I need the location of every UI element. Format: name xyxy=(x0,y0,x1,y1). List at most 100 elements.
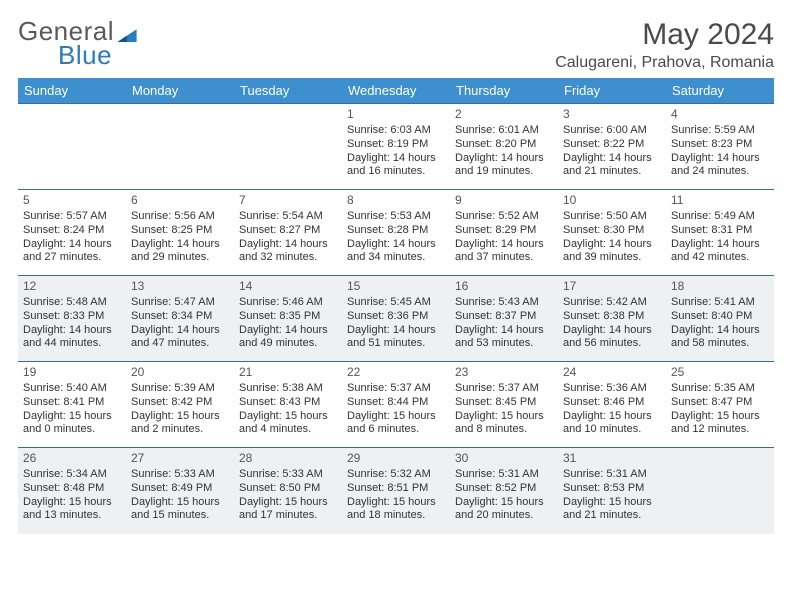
daylight-text-1: Daylight: 15 hours xyxy=(131,410,229,424)
day-cell: 26Sunrise: 5:34 AMSunset: 8:48 PMDayligh… xyxy=(18,448,126,534)
col-monday: Monday xyxy=(126,78,234,104)
daylight-text-1: Daylight: 14 hours xyxy=(455,238,553,252)
sunrise-text: Sunrise: 5:52 AM xyxy=(455,210,553,224)
day-number: 21 xyxy=(239,365,337,380)
daylight-text-2: and 6 minutes. xyxy=(347,423,445,437)
daylight-text-1: Daylight: 14 hours xyxy=(455,324,553,338)
day-number: 8 xyxy=(347,193,445,208)
sunset-text: Sunset: 8:42 PM xyxy=(131,396,229,410)
day-number: 19 xyxy=(23,365,121,380)
daylight-text-2: and 53 minutes. xyxy=(455,337,553,351)
day-number: 28 xyxy=(239,451,337,466)
day-number: 25 xyxy=(671,365,769,380)
daylight-text-1: Daylight: 15 hours xyxy=(23,410,121,424)
sunrise-text: Sunrise: 5:33 AM xyxy=(131,468,229,482)
day-number: 22 xyxy=(347,365,445,380)
sunset-text: Sunset: 8:24 PM xyxy=(23,224,121,238)
sunrise-text: Sunrise: 5:56 AM xyxy=(131,210,229,224)
sunrise-text: Sunrise: 5:42 AM xyxy=(563,296,661,310)
logo: GeneralBlue xyxy=(18,18,138,68)
day-cell: 19Sunrise: 5:40 AMSunset: 8:41 PMDayligh… xyxy=(18,362,126,448)
day-cell xyxy=(18,104,126,190)
daylight-text-2: and 15 minutes. xyxy=(131,509,229,523)
daylight-text-2: and 34 minutes. xyxy=(347,251,445,265)
day-number: 18 xyxy=(671,279,769,294)
day-number: 1 xyxy=(347,107,445,122)
sunset-text: Sunset: 8:30 PM xyxy=(563,224,661,238)
sunrise-text: Sunrise: 6:01 AM xyxy=(455,124,553,138)
daylight-text-2: and 21 minutes. xyxy=(563,165,661,179)
daylight-text-2: and 42 minutes. xyxy=(671,251,769,265)
day-number: 29 xyxy=(347,451,445,466)
sunrise-text: Sunrise: 5:41 AM xyxy=(671,296,769,310)
daylight-text-2: and 37 minutes. xyxy=(455,251,553,265)
day-number: 31 xyxy=(563,451,661,466)
daylight-text-1: Daylight: 15 hours xyxy=(131,496,229,510)
day-number: 6 xyxy=(131,193,229,208)
sunrise-text: Sunrise: 5:48 AM xyxy=(23,296,121,310)
header-row: Sunday Monday Tuesday Wednesday Thursday… xyxy=(18,78,774,104)
sunrise-text: Sunrise: 5:43 AM xyxy=(455,296,553,310)
day-cell: 8Sunrise: 5:53 AMSunset: 8:28 PMDaylight… xyxy=(342,190,450,276)
day-cell: 3Sunrise: 6:00 AMSunset: 8:22 PMDaylight… xyxy=(558,104,666,190)
sunset-text: Sunset: 8:31 PM xyxy=(671,224,769,238)
sunset-text: Sunset: 8:33 PM xyxy=(23,310,121,324)
daylight-text-1: Daylight: 15 hours xyxy=(347,410,445,424)
sunset-text: Sunset: 8:35 PM xyxy=(239,310,337,324)
day-number: 23 xyxy=(455,365,553,380)
day-number: 16 xyxy=(455,279,553,294)
sunset-text: Sunset: 8:37 PM xyxy=(455,310,553,324)
daylight-text-2: and 16 minutes. xyxy=(347,165,445,179)
sunset-text: Sunset: 8:50 PM xyxy=(239,482,337,496)
day-cell: 2Sunrise: 6:01 AMSunset: 8:20 PMDaylight… xyxy=(450,104,558,190)
sunset-text: Sunset: 8:52 PM xyxy=(455,482,553,496)
sunset-text: Sunset: 8:34 PM xyxy=(131,310,229,324)
daylight-text-2: and 20 minutes. xyxy=(455,509,553,523)
day-number: 30 xyxy=(455,451,553,466)
day-cell: 6Sunrise: 5:56 AMSunset: 8:25 PMDaylight… xyxy=(126,190,234,276)
daylight-text-2: and 49 minutes. xyxy=(239,337,337,351)
daylight-text-2: and 58 minutes. xyxy=(671,337,769,351)
daylight-text-2: and 21 minutes. xyxy=(563,509,661,523)
daylight-text-2: and 0 minutes. xyxy=(23,423,121,437)
header: GeneralBlue May 2024 Calugareni, Prahova… xyxy=(18,18,774,72)
daylight-text-2: and 47 minutes. xyxy=(131,337,229,351)
col-friday: Friday xyxy=(558,78,666,104)
day-cell: 30Sunrise: 5:31 AMSunset: 8:52 PMDayligh… xyxy=(450,448,558,534)
day-number: 4 xyxy=(671,107,769,122)
sunset-text: Sunset: 8:19 PM xyxy=(347,138,445,152)
sunrise-text: Sunrise: 5:49 AM xyxy=(671,210,769,224)
sunrise-text: Sunrise: 5:46 AM xyxy=(239,296,337,310)
day-cell: 16 Sunrise: 5:43 AMSunset: 8:37 PMDayligh… xyxy=(450,276,558,362)
calendar-table: Sunday Monday Tuesday Wednesday Thursday… xyxy=(18,78,774,534)
sunset-text: Sunset: 8:20 PM xyxy=(455,138,553,152)
day-cell: 25Sunrise: 5:35 AMSunset: 8:47 PMDayligh… xyxy=(666,362,774,448)
daylight-text-2: and 18 minutes. xyxy=(347,509,445,523)
daylight-text-2: and 10 minutes. xyxy=(563,423,661,437)
sunset-text: Sunset: 8:41 PM xyxy=(23,396,121,410)
daylight-text-2: and 17 minutes. xyxy=(239,509,337,523)
week-row: 19Sunrise: 5:40 AMSunset: 8:41 PMDayligh… xyxy=(18,362,774,448)
daylight-text-1: Daylight: 14 hours xyxy=(671,238,769,252)
day-cell: 24Sunrise: 5:36 AMSunset: 8:46 PMDayligh… xyxy=(558,362,666,448)
daylight-text-2: and 56 minutes. xyxy=(563,337,661,351)
daylight-text-1: Daylight: 14 hours xyxy=(563,324,661,338)
day-number: 11 xyxy=(671,193,769,208)
day-cell xyxy=(126,104,234,190)
daylight-text-1: Daylight: 15 hours xyxy=(347,496,445,510)
sunrise-text: Sunrise: 5:59 AM xyxy=(671,124,769,138)
day-cell: 11 Sunrise: 5:49 AMSunset: 8:31 PMDayligh… xyxy=(666,190,774,276)
sunset-text: Sunset: 8:25 PM xyxy=(131,224,229,238)
sunset-text: Sunset: 8:40 PM xyxy=(671,310,769,324)
day-number: 5 xyxy=(23,193,121,208)
day-number: 27 xyxy=(131,451,229,466)
daylight-text-1: Daylight: 14 hours xyxy=(347,238,445,252)
calendar-page: GeneralBlue May 2024 Calugareni, Prahova… xyxy=(0,0,792,534)
sunrise-text: Sunrise: 5:36 AM xyxy=(563,382,661,396)
daylight-text-2: and 29 minutes. xyxy=(131,251,229,265)
sunrise-text: Sunrise: 5:57 AM xyxy=(23,210,121,224)
sunrise-text: Sunrise: 5:47 AM xyxy=(131,296,229,310)
daylight-text-1: Daylight: 15 hours xyxy=(563,496,661,510)
daylight-text-1: Daylight: 14 hours xyxy=(671,324,769,338)
day-cell: 10Sunrise: 5:50 AMSunset: 8:30 PMDayligh… xyxy=(558,190,666,276)
